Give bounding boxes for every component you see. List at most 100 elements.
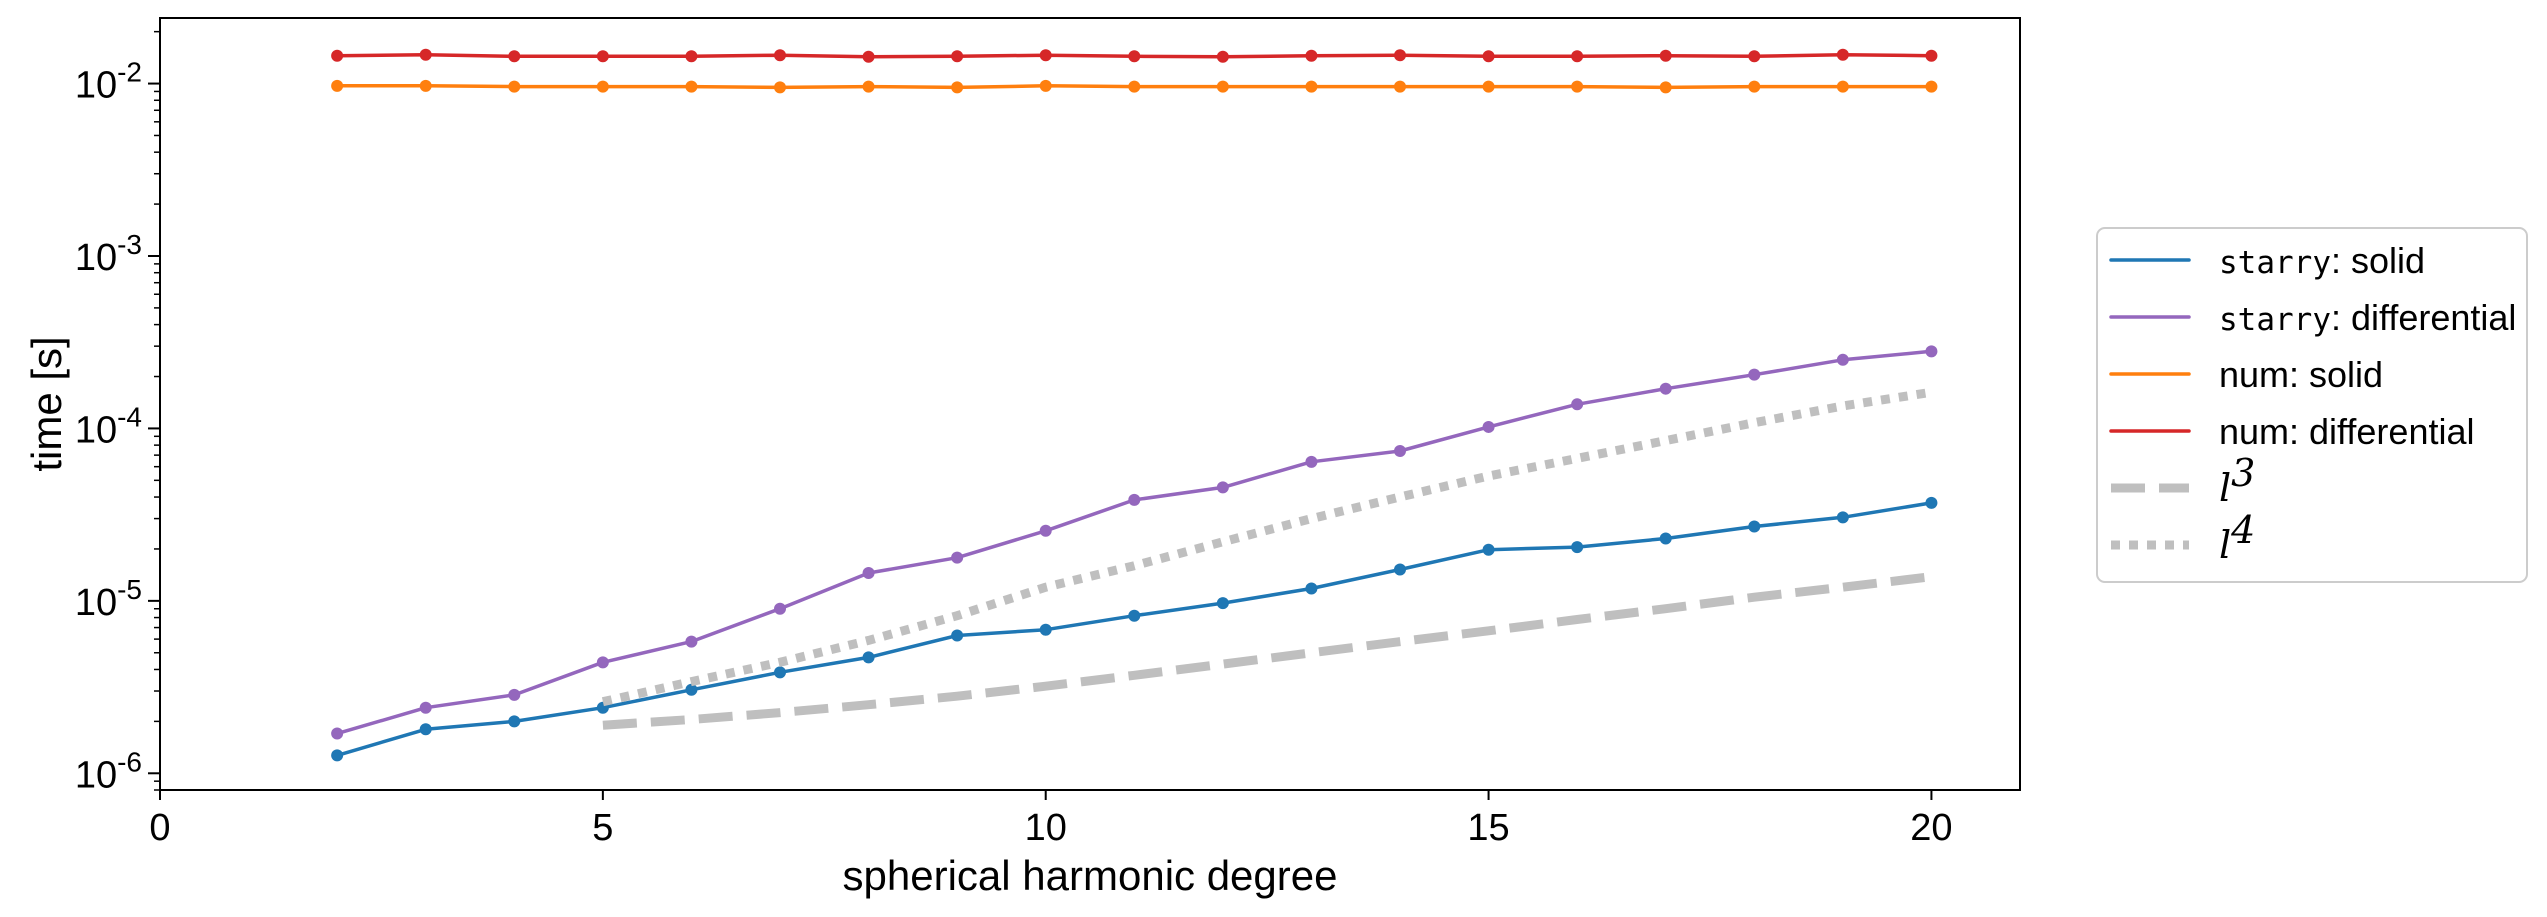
y-tick-label: 10-5 xyxy=(75,574,142,624)
data-point-num_differential xyxy=(508,50,521,63)
legend-label: num: differential xyxy=(2219,411,2474,452)
data-point-num_differential xyxy=(1039,49,1052,62)
data-point-num_solid xyxy=(596,80,609,93)
x-tick-label: 15 xyxy=(1467,807,1509,849)
data-point-num_solid xyxy=(774,81,786,94)
y-tick-label: 10-6 xyxy=(75,746,142,796)
data-point-starry_solid xyxy=(419,723,432,736)
data-point-num_differential xyxy=(1305,49,1318,62)
x-tick-label: 10 xyxy=(1025,807,1067,849)
data-point-num_solid xyxy=(1659,81,1672,94)
x-tick-label: 0 xyxy=(149,807,170,849)
legend-item-starry_differential: starry: differential xyxy=(2109,297,2516,338)
data-point-starry_differential xyxy=(1039,524,1052,537)
data-point-starry_solid xyxy=(1216,597,1229,610)
data-point-num_differential xyxy=(331,49,344,62)
y-tick-label: 10-3 xyxy=(75,229,142,279)
data-point-num_differential xyxy=(419,48,432,61)
data-point-num_solid xyxy=(862,80,875,93)
data-point-starry_differential xyxy=(951,551,964,564)
series-num_differential xyxy=(331,48,1938,63)
data-point-starry_differential xyxy=(1571,398,1584,411)
data-point-starry_solid xyxy=(774,666,786,679)
data-point-num_solid xyxy=(1836,80,1849,93)
data-point-num_differential xyxy=(1216,50,1229,63)
data-point-num_differential xyxy=(1571,50,1584,63)
data-point-num_differential xyxy=(951,50,964,63)
data-point-starry_differential xyxy=(774,602,786,615)
data-point-starry_differential xyxy=(1128,493,1141,506)
data-point-starry_differential xyxy=(508,688,521,701)
data-point-starry_differential xyxy=(1925,345,1938,358)
y-axis-title: time [s] xyxy=(23,336,70,471)
data-point-starry_differential xyxy=(1482,420,1495,433)
legend-label: num: solid xyxy=(2219,354,2383,395)
data-point-starry_solid xyxy=(1394,563,1406,576)
data-point-starry_differential xyxy=(685,635,698,648)
data-point-num_solid xyxy=(1925,80,1938,93)
series-line-starry_solid xyxy=(335,501,1934,758)
series-l3 xyxy=(602,572,1932,730)
data-point-num_differential xyxy=(1482,50,1495,63)
data-point-starry_solid xyxy=(951,629,964,642)
data-point-starry_solid xyxy=(1482,543,1495,556)
data-point-num_differential xyxy=(685,50,698,63)
legend-label: l3 xyxy=(2219,451,2255,510)
data-point-starry_differential xyxy=(862,567,875,580)
data-point-num_solid xyxy=(1305,80,1318,93)
legend-item-l4: l4 xyxy=(2111,508,2255,567)
data-point-starry_solid xyxy=(1659,532,1672,545)
legend: starry: solid starry: differential num: so… xyxy=(2096,227,2528,583)
data-point-starry_differential xyxy=(1216,481,1229,494)
data-point-starry_differential xyxy=(1836,353,1849,366)
series-starry_solid xyxy=(331,496,1938,762)
x-tick-label: 5 xyxy=(592,807,613,849)
data-point-num_solid xyxy=(419,79,432,92)
data-point-num_solid xyxy=(951,81,964,94)
legend-box xyxy=(2096,227,2528,583)
series-starry_differential xyxy=(331,345,1938,740)
series-l4 xyxy=(601,387,1933,707)
data-point-starry_solid xyxy=(862,651,875,664)
data-point-starry_differential xyxy=(1748,368,1761,381)
data-point-num_solid xyxy=(1482,80,1495,93)
axes-frame xyxy=(159,17,2021,791)
data-point-starry_differential xyxy=(1394,444,1406,457)
data-point-num_solid xyxy=(331,79,344,92)
data-point-num_differential xyxy=(1748,50,1761,63)
data-point-starry_solid xyxy=(1836,511,1849,524)
y-tick-label: 10-4 xyxy=(75,401,142,451)
series-num_solid xyxy=(331,79,1938,94)
legend-item-num_solid: num: solid xyxy=(2109,354,2383,395)
series-line-l3 xyxy=(602,572,1932,730)
data-point-num_solid xyxy=(508,80,521,93)
data-point-starry_solid xyxy=(1571,541,1584,554)
data-point-num_solid xyxy=(1216,80,1229,93)
data-point-starry_differential xyxy=(1659,382,1672,395)
data-point-starry_solid xyxy=(685,683,698,696)
legend-item-starry_solid: starry: solid xyxy=(2109,240,2425,281)
data-point-num_solid xyxy=(685,80,698,93)
x-tick-label: 20 xyxy=(1910,807,1952,849)
data-point-starry_solid xyxy=(1039,623,1052,636)
y-axis: 10-6 10-5 10-4 10-3 10-2 xyxy=(75,30,160,796)
legend-item-num_differential: num: differential xyxy=(2109,411,2474,452)
x-axis-title: spherical harmonic degree xyxy=(843,852,1338,899)
data-point-starry_solid xyxy=(508,715,521,728)
x-axis: 0 5 10 15 20 xyxy=(149,790,1953,849)
data-point-num_differential xyxy=(1394,49,1406,62)
data-point-num_differential xyxy=(862,50,875,63)
data-point-starry_solid xyxy=(1128,609,1141,622)
legend-label: starry: differential xyxy=(2219,297,2516,338)
data-point-starry_differential xyxy=(596,656,609,669)
data-point-num_differential xyxy=(596,50,609,63)
data-point-num_solid xyxy=(1394,80,1406,93)
y-tick-label: 10-2 xyxy=(75,57,142,107)
data-point-starry_solid xyxy=(331,749,344,762)
data-point-starry_solid xyxy=(1925,496,1938,509)
legend-label: l4 xyxy=(2219,508,2255,567)
series-line-l4 xyxy=(601,387,1933,707)
data-point-num_differential xyxy=(1128,50,1141,63)
data-point-starry_differential xyxy=(331,727,344,740)
